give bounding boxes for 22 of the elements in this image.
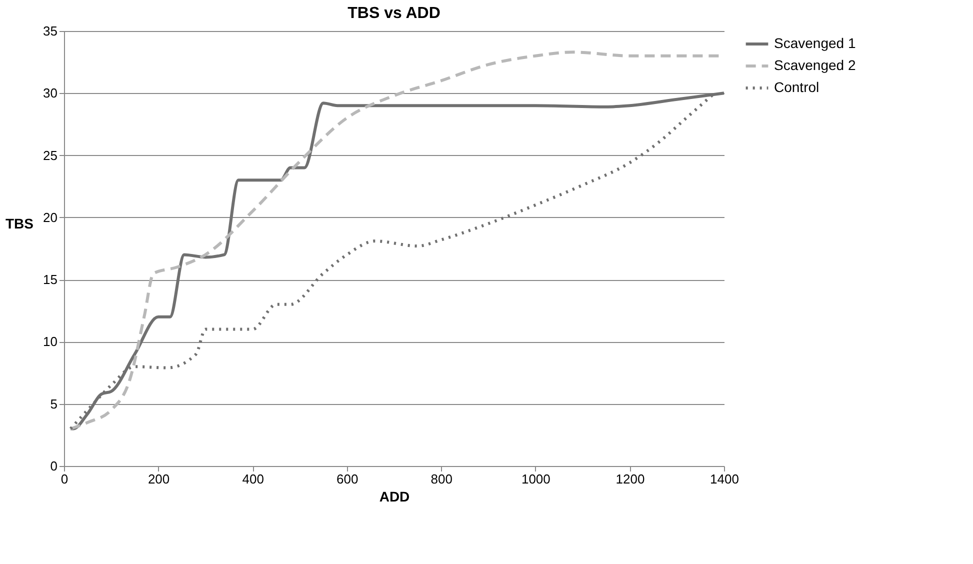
chart-title: TBS vs ADD — [348, 5, 440, 22]
x-tick-label: 0 — [60, 472, 68, 486]
y-tick-label: 25 — [43, 148, 58, 163]
x-axis-title: ADD — [379, 488, 410, 504]
y-axis-title: TBS — [6, 216, 34, 232]
y-tick-label: 15 — [43, 272, 58, 288]
y-tick-label: 5 — [50, 396, 58, 412]
y-tick-label: 0 — [50, 458, 58, 474]
legend-label: Control — [774, 79, 820, 95]
y-tick-label: 20 — [43, 210, 58, 225]
y-tick-label: 30 — [43, 86, 58, 101]
legend-label: Scavenged 1 — [774, 35, 856, 51]
x-tick-label: 1000 — [521, 472, 550, 486]
x-tick-label: 800 — [430, 472, 452, 486]
y-tick-label: 10 — [43, 334, 58, 350]
legend-label: Scavenged 2 — [774, 57, 856, 73]
y-tick-label: 35 — [43, 24, 58, 38]
x-tick-label: 1400 — [710, 472, 739, 486]
x-tick-label: 400 — [242, 472, 264, 486]
x-tick-label: 1200 — [616, 472, 645, 486]
x-tick-label: 200 — [148, 472, 170, 486]
x-tick-label: 600 — [336, 472, 358, 486]
